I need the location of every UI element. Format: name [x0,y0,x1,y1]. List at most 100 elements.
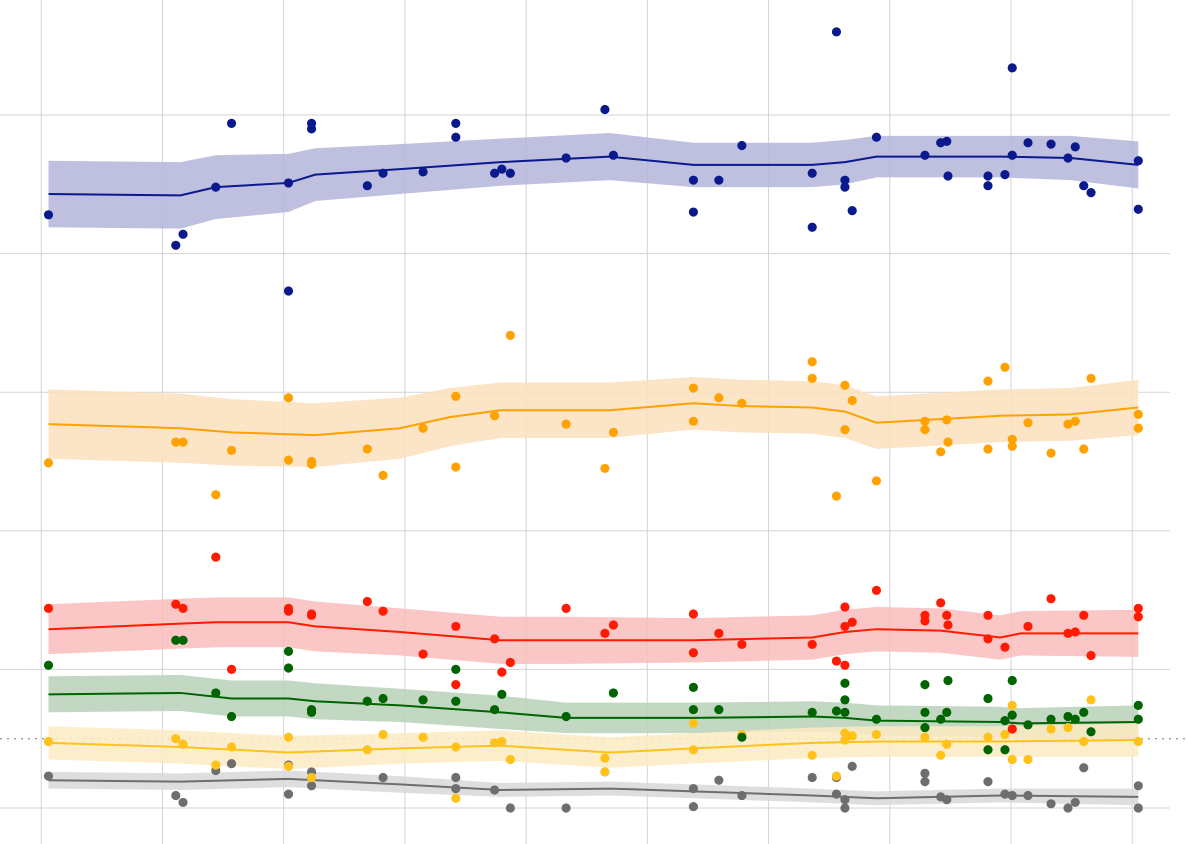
orange-poll-point [840,425,850,435]
blue-poll-point [608,150,618,160]
gray-poll-point [1063,803,1073,813]
green-poll-point [1063,711,1073,722]
red-poll-point [505,657,515,668]
gray-poll-point [831,789,842,799]
yellow-poll-point [362,745,372,755]
orange-poll-point [1070,416,1080,426]
blue-poll-point [600,104,610,115]
orange-poll-point [378,470,388,480]
green-poll-point [840,678,850,688]
gray-poll-point [1133,803,1143,813]
green-poll-point [171,635,181,645]
gray-poll-point [451,772,461,783]
green-confidence-band [48,674,1139,739]
gray-poll-point [489,785,500,795]
gray-poll-point [942,795,952,805]
blue-poll-point [1133,156,1143,166]
green-poll-point [608,688,618,698]
gray-poll-point [920,777,930,787]
green-poll-point [688,704,699,715]
orange-poll-point [737,398,747,408]
blue-poll-point [451,132,461,142]
blue-poll-point [688,207,699,217]
red-poll-point [983,610,993,620]
blue-poll-point [1007,150,1017,160]
blue-poll-point [489,168,500,178]
green-poll-point [831,706,842,716]
red-poll-point [451,621,461,632]
orange-poll-point [283,455,294,465]
blue-poll-point [871,132,882,142]
gray-poll-point [178,797,188,808]
orange-poll-point [920,416,930,426]
green-poll-point [807,707,817,717]
orange-poll-point [688,416,699,426]
red-poll-point [561,603,571,614]
green-poll-point [714,704,724,715]
orange-poll-point [1086,373,1096,383]
green-poll-point [1133,700,1143,711]
orange-poll-point [451,391,461,401]
orange-poll-point [936,447,946,457]
green-poll-point [1023,720,1033,730]
yellow-poll-point [1046,724,1056,734]
orange-confidence-band [48,376,1139,468]
yellow-poll-point [505,754,515,765]
red-poll-point [1070,627,1080,637]
gray-poll-point [920,768,930,778]
confidence-bands [48,133,1139,806]
orange-poll-point [871,476,882,486]
yellow-poll-point [983,732,993,742]
gray-poll-point [451,783,461,794]
blue-poll-point [983,181,993,191]
green-poll-point [1079,707,1089,717]
green-poll-point [737,732,747,742]
green-poll-point [378,693,388,704]
blue-poll-point [714,175,724,185]
green-poll-point [1070,714,1080,724]
blue-poll-point [1007,63,1017,73]
red-poll-point [936,598,946,608]
green-poll-point [211,688,221,698]
red-poll-point [1133,603,1143,614]
red-poll-point [831,656,842,666]
blue-poll-point [1046,139,1056,149]
yellow-poll-point [936,750,946,760]
green-poll-point [451,696,461,706]
orange-poll-point [418,423,428,433]
red-poll-point [840,660,850,670]
red-poll-point [451,680,461,690]
green-poll-point [306,707,317,717]
red-poll-point [306,610,317,620]
orange-poll-point [1023,418,1033,428]
red-poll-point [171,599,181,609]
red-poll-point [920,616,930,626]
red-poll-point [688,648,699,658]
yellow-poll-point [489,738,500,748]
green-poll-point [1007,710,1017,720]
orange-poll-point [1063,419,1073,429]
green-poll-point [942,707,952,717]
blue-poll-point [226,118,237,128]
yellow-poll-point [497,736,507,747]
orange-poll-point [362,444,372,454]
blue-poll-point [942,136,952,146]
red-poll-point [1086,650,1096,661]
green-poll-point [943,675,953,686]
gray-poll-point [283,789,294,799]
orange-poll-point [847,395,857,406]
yellow-poll-point [600,753,610,763]
green-poll-point [497,689,507,699]
orange-poll-point [451,462,461,472]
blue-poll-point [171,240,181,250]
green-poll-point [226,711,237,722]
green-poll-point [362,696,372,706]
orange-poll-point [807,373,817,383]
yellow-trend-line [48,739,1139,754]
red-poll-point [1133,612,1143,622]
poll-points [43,27,1143,813]
red-poll-point [840,602,850,612]
blue-poll-point [737,140,747,151]
orange-poll-point [1133,423,1143,433]
blue-poll-point [1023,138,1033,148]
